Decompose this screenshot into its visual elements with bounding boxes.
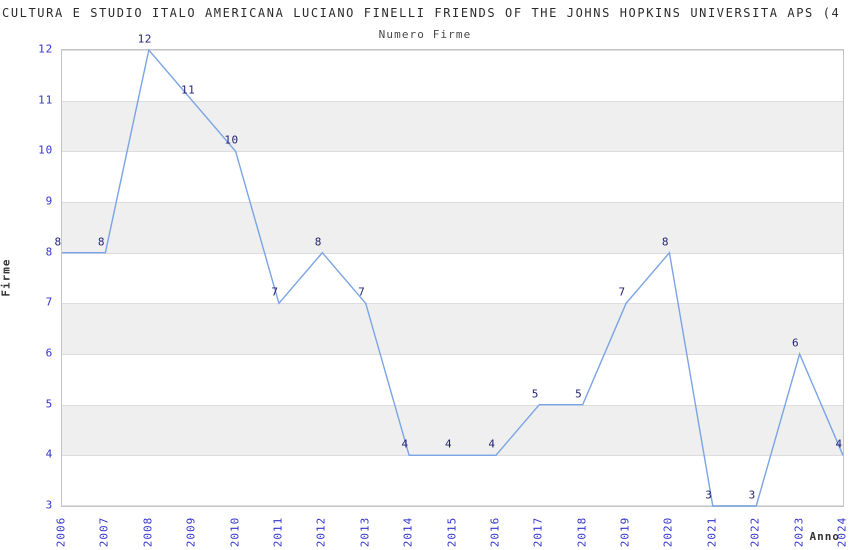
shaded-band (62, 100, 843, 152)
y-tick-label: 11 (38, 93, 53, 107)
line-series (62, 48, 844, 507)
data-label: 3 (705, 488, 713, 502)
x-tick-label: 2021 (705, 516, 719, 548)
x-axis-title: Anno (809, 530, 840, 543)
y-axis-title: Firme (0, 258, 13, 297)
y-tick-label: 5 (45, 397, 53, 411)
gridline (62, 354, 843, 355)
gridline (62, 151, 843, 153)
data-label: 7 (358, 285, 366, 299)
x-tick-label: 2012 (314, 516, 328, 548)
shaded-band (62, 404, 843, 456)
gridline (62, 505, 843, 506)
gridline (62, 303, 843, 305)
shaded-band (62, 303, 843, 354)
x-tick-label: 2015 (445, 516, 458, 548)
x-tick-label: 2014 (401, 516, 415, 548)
data-label: 7 (271, 285, 279, 299)
x-tick-label: 2016 (488, 516, 502, 548)
x-tick-label: 2009 (184, 516, 198, 548)
gridline (62, 252, 843, 254)
x-tick-label: 2024 (835, 516, 849, 548)
y-tick-label: 3 (45, 498, 53, 512)
x-tick-label: 2023 (792, 516, 806, 548)
data-label: 7 (618, 285, 626, 299)
chart-main-title: CULTURA E STUDIO ITALO AMERICANA LUCIANO… (2, 6, 841, 20)
x-tick-label: 2008 (141, 516, 155, 548)
x-tick-label: 2011 (271, 516, 285, 548)
data-label: 8 (661, 235, 669, 249)
gridline (62, 50, 843, 51)
data-label: 4 (488, 437, 496, 451)
x-tick-label: 2007 (97, 516, 111, 548)
x-tick-label: 2013 (358, 516, 372, 548)
data-label: 4 (401, 437, 409, 451)
data-label: 8 (54, 235, 62, 249)
y-tick-label: 4 (45, 447, 53, 461)
shaded-band (62, 202, 843, 253)
y-tick-label: 6 (45, 346, 53, 360)
data-label: 4 (444, 437, 453, 451)
plot-area: 8 8 12 11 10 7 8 7 4 4 4 5 5 7 8 3 3 6 4 (54, 33, 844, 507)
data-label: 11 (181, 83, 196, 97)
data-label: 10 (224, 133, 239, 147)
y-tick-label: 8 (45, 245, 53, 259)
y-tick-label: 9 (45, 194, 53, 208)
x-tick-label: 2017 (531, 516, 545, 548)
y-tick-label: 12 (38, 42, 53, 56)
data-label: 5 (531, 387, 539, 401)
gridline (62, 202, 843, 203)
y-tick-label: 7 (45, 295, 53, 309)
gridline (62, 100, 843, 102)
x-tick-label: 2018 (575, 516, 589, 548)
x-tick-label: 2010 (228, 516, 242, 548)
gridline (62, 404, 843, 406)
data-label: 8 (314, 235, 322, 249)
line-path (62, 48, 844, 507)
x-tick-label: 2022 (748, 516, 762, 548)
chart-subtitle: Numero Firme (378, 28, 472, 41)
x-tick-label: 2006 (54, 516, 68, 548)
data-label: 8 (97, 235, 105, 249)
data-label: 3 (748, 488, 756, 502)
x-tick-label: 2019 (618, 516, 632, 548)
data-label: 5 (575, 387, 583, 401)
x-tick-label: 2020 (661, 516, 675, 548)
y-tick-label: 10 (38, 143, 53, 157)
data-label: 4 (835, 437, 843, 451)
data-label: 12 (137, 32, 152, 46)
data-label: 6 (792, 336, 800, 350)
